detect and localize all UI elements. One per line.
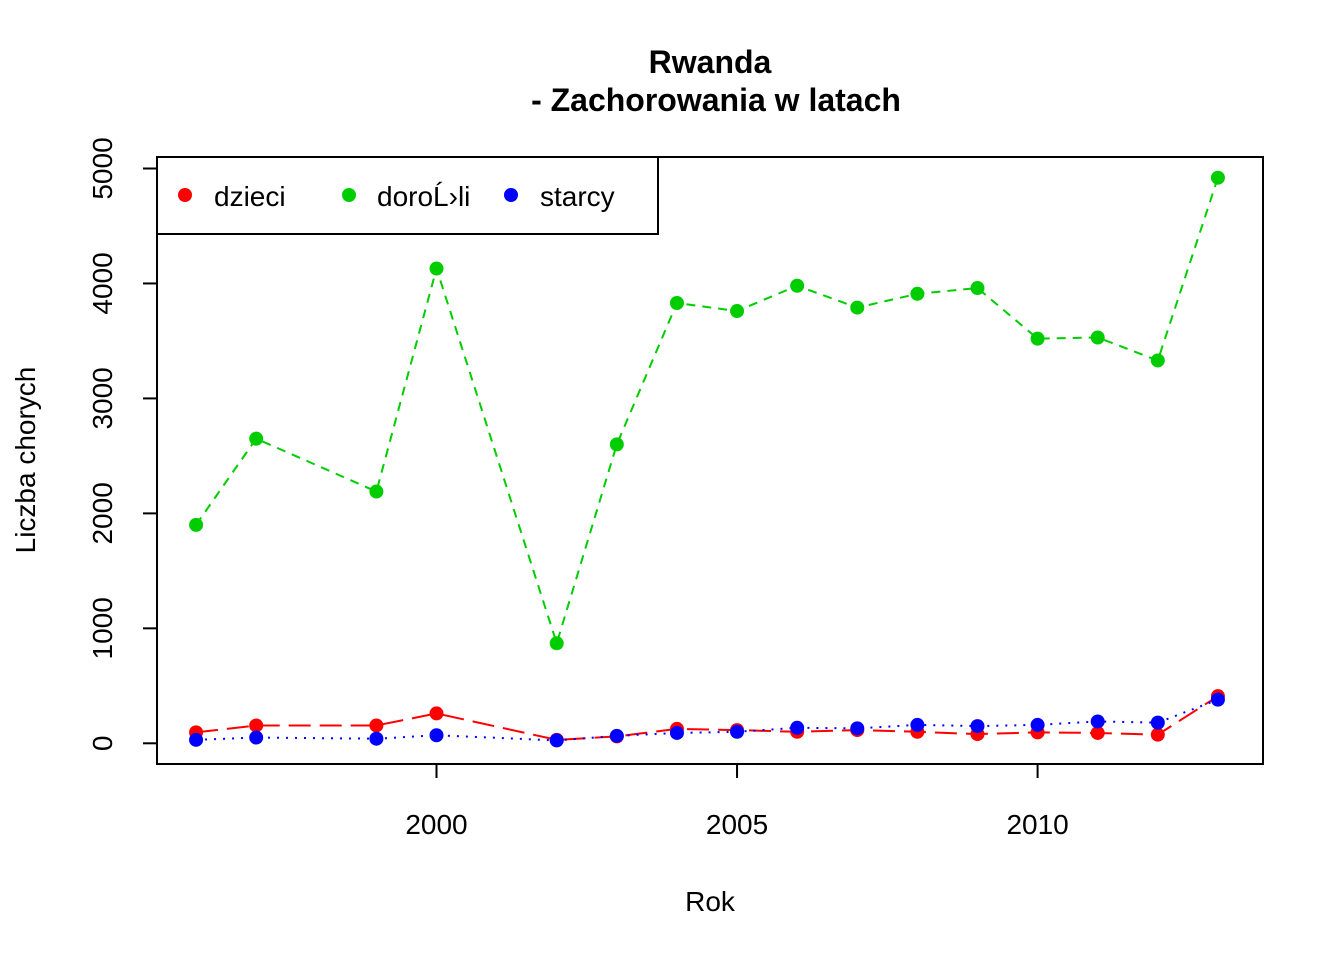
series-point-1: [730, 304, 745, 319]
series-point-2: [609, 728, 624, 743]
y-tick-label: 5000: [87, 137, 118, 199]
y-axis-label: Liczba chorych: [10, 367, 41, 554]
series-point-1: [790, 278, 805, 293]
y-tick-label: 0: [87, 736, 118, 752]
series-0: [189, 689, 1225, 747]
series-point-1: [1210, 170, 1225, 185]
series-point-2: [790, 720, 805, 735]
series-point-2: [549, 733, 564, 748]
legend-marker-starcy: [504, 188, 518, 202]
series-point-2: [1150, 715, 1165, 730]
legend-marker-dorosli: [342, 188, 356, 202]
y-tick-label: 1000: [87, 597, 118, 659]
series-point-2: [369, 731, 384, 746]
series-point-2: [1030, 717, 1045, 732]
series-line-0: [195, 695, 1219, 741]
plot-area-frame: [156, 156, 1264, 765]
series-2: [189, 692, 1225, 748]
series-point-1: [429, 261, 444, 276]
series-point-0: [1150, 727, 1165, 742]
x-tick-label: 2010: [1006, 809, 1068, 840]
x-tick-label: 2005: [706, 809, 768, 840]
series-point-2: [970, 719, 985, 734]
series-point-2: [669, 725, 684, 740]
x-axis-label: Rok: [685, 886, 736, 917]
series-point-0: [249, 718, 264, 733]
series-point-0: [1090, 725, 1105, 740]
series-point-1: [609, 437, 624, 452]
series-point-1: [549, 636, 564, 651]
legend: dzieci doroĹ›li starcy: [156, 156, 659, 235]
legend-label-dorosli: doroĹ›li: [377, 181, 470, 212]
series-point-2: [1210, 692, 1225, 707]
series-point-2: [1090, 714, 1105, 729]
series-group: [189, 170, 1225, 748]
x-axis: 2000 2005 2010: [405, 763, 1069, 840]
x-tick-label: 2000: [405, 809, 467, 840]
series-point-1: [970, 281, 985, 296]
series-1: [189, 170, 1225, 651]
legend-marker-dzieci: [178, 188, 192, 202]
y-tick-label: 2000: [87, 482, 118, 544]
series-line-1: [195, 177, 1219, 647]
series-point-1: [1030, 331, 1045, 346]
legend-label-starcy: starcy: [540, 181, 615, 212]
series-point-1: [1150, 353, 1165, 368]
series-point-1: [910, 286, 925, 301]
series-point-2: [189, 732, 204, 747]
chart-title-line2: - Zachorowania w latach: [531, 82, 901, 118]
series-point-2: [429, 728, 444, 743]
series-point-0: [429, 706, 444, 721]
y-tick-label: 3000: [87, 367, 118, 429]
series-point-1: [1090, 330, 1105, 345]
series-point-2: [730, 724, 745, 739]
y-axis: 0 1000 2000 3000 4000 5000: [87, 137, 158, 752]
y-tick-label: 4000: [87, 252, 118, 314]
series-point-2: [910, 717, 925, 732]
legend-box: [156, 156, 659, 235]
series-point-1: [669, 296, 684, 311]
series-line-2: [196, 698, 1219, 742]
series-point-2: [249, 730, 264, 745]
series-point-1: [369, 484, 384, 499]
series-point-1: [249, 431, 264, 446]
chart-title-line1: Rwanda: [649, 44, 772, 80]
series-point-0: [369, 718, 384, 733]
series-point-1: [850, 300, 865, 315]
series-point-2: [850, 721, 865, 736]
series-point-1: [189, 517, 204, 532]
legend-label-dzieci: dzieci: [214, 181, 286, 212]
